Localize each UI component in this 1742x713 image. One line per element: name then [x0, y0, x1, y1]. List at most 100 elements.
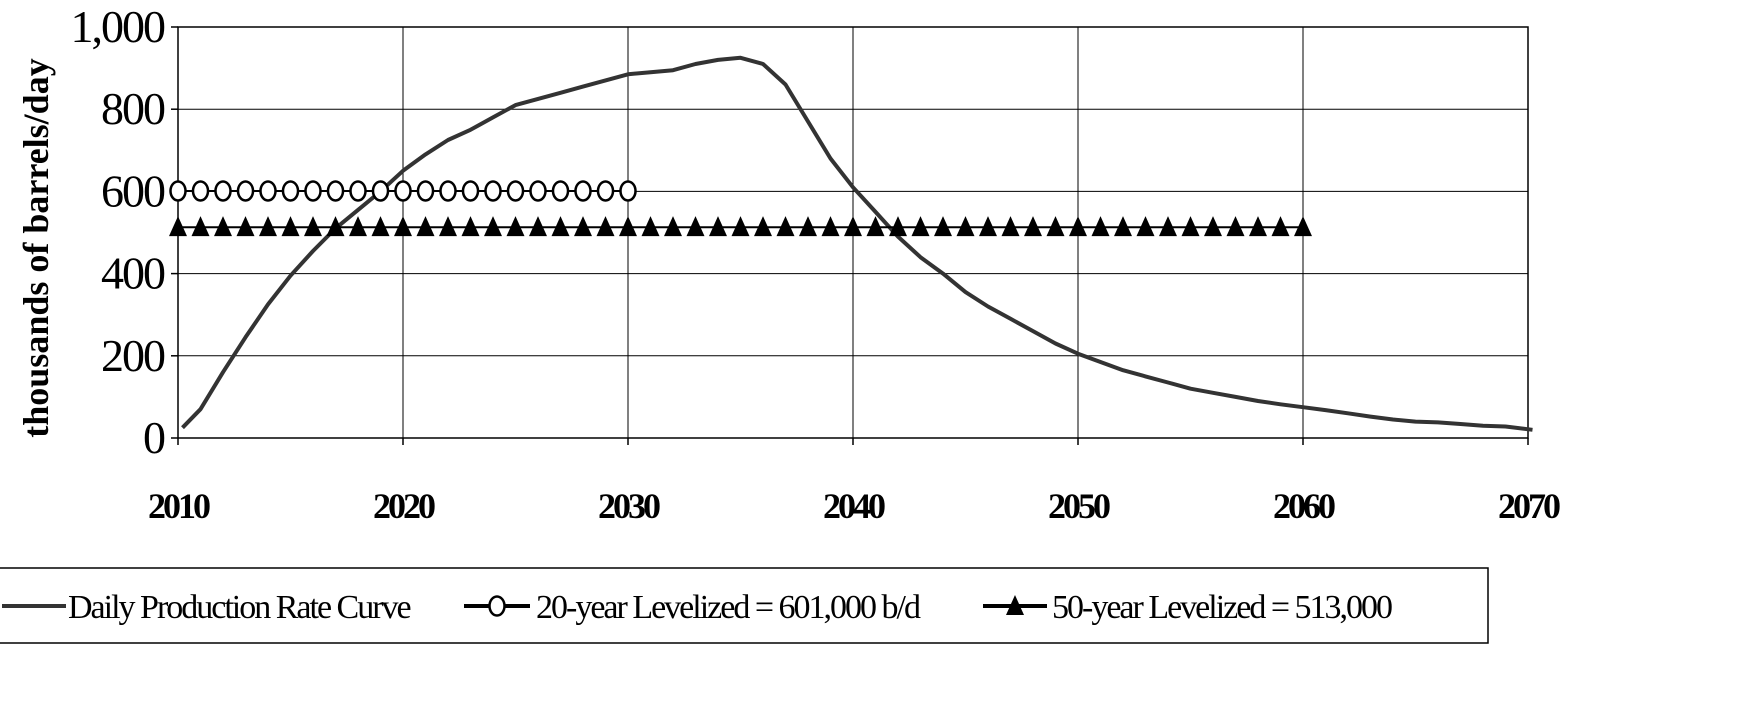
triangle-marker	[709, 216, 727, 237]
triangle-marker	[371, 216, 390, 237]
y-tick-label: 400	[101, 248, 165, 299]
triangle-marker	[1181, 216, 1200, 237]
x-tick-label: 2050	[1048, 486, 1110, 526]
circle-marker	[574, 180, 592, 202]
triangle-marker	[506, 216, 525, 237]
triangle-marker	[1136, 216, 1155, 237]
triangle-marker	[956, 216, 975, 237]
circle-marker	[191, 180, 210, 202]
triangle-marker	[304, 216, 322, 237]
circle-marker	[551, 180, 570, 202]
circle-marker	[484, 180, 502, 202]
circle-marker	[596, 180, 615, 202]
y-tick-label: 1,000	[71, 1, 166, 52]
triangle-marker	[754, 216, 772, 237]
series-0	[181, 55, 1533, 432]
triangle-marker	[934, 216, 952, 237]
legend-items: Daily Production Rate Curve 20-year Level…	[2, 589, 1394, 626]
triangle-marker	[686, 216, 705, 237]
series-2	[169, 216, 1312, 237]
triangle-marker	[1006, 595, 1024, 615]
circle-marker	[371, 180, 390, 202]
triangle-marker	[664, 216, 682, 237]
y-axis-ticks: 0 200 400 600 800 1,000	[71, 1, 168, 463]
triangle-marker	[236, 216, 255, 237]
circle-marker	[394, 180, 412, 202]
triangle-marker	[1249, 216, 1267, 237]
triangle-marker	[1091, 216, 1110, 237]
circle-marker	[488, 595, 506, 617]
triangle-marker	[776, 216, 795, 237]
legend-box	[0, 567, 1489, 644]
legend-label: 50-year Levelized = 513,000	[1052, 589, 1392, 626]
triangle-marker	[641, 216, 660, 237]
x-axis-ticks: 2010 2020 2030 2040 2050 2060 2070	[148, 486, 1563, 526]
triangle-marker	[866, 216, 885, 237]
triangle-marker	[1114, 216, 1132, 237]
triangle-marker	[1159, 216, 1177, 237]
circle-marker	[506, 180, 525, 202]
triangle-marker	[214, 216, 232, 237]
triangle-marker	[461, 216, 480, 237]
triangle-marker	[394, 216, 412, 237]
triangle-marker	[326, 216, 345, 237]
triangle-marker	[1024, 216, 1042, 237]
triangle-marker	[484, 216, 502, 237]
legend-label: Daily Production Rate Curve	[68, 589, 411, 626]
triangle-marker	[1271, 216, 1290, 237]
triangle-marker	[439, 216, 457, 237]
legend-entry-0: Daily Production Rate Curve	[2, 589, 413, 626]
triangle-marker	[731, 216, 750, 237]
y-tick-label: 800	[101, 83, 165, 134]
circle-marker	[439, 180, 457, 202]
triangle-marker	[1294, 216, 1312, 237]
triangle-marker	[889, 216, 907, 237]
triangle-marker	[979, 216, 997, 237]
triangle-marker	[911, 216, 930, 237]
series-line	[181, 55, 1533, 432]
x-tick-label: 2020	[373, 486, 435, 526]
y-tick-label: 200	[101, 330, 165, 381]
triangle-marker	[416, 216, 435, 237]
circle-marker	[349, 180, 367, 202]
triangle-marker	[169, 216, 187, 237]
circle-marker	[461, 180, 480, 202]
x-tick-label: 2010	[148, 486, 210, 526]
triangle-marker	[821, 216, 840, 237]
series-1	[169, 180, 637, 202]
x-tick-label: 2060	[1273, 486, 1335, 526]
triangle-marker	[1204, 216, 1222, 237]
triangle-marker	[1001, 216, 1020, 237]
triangle-marker	[596, 216, 615, 237]
triangle-marker	[1069, 216, 1087, 237]
triangle-marker	[619, 216, 637, 237]
legend-entry-1: 20-year Levelized = 601,000 b/d	[464, 589, 923, 626]
circle-marker	[281, 180, 300, 202]
circle-marker	[169, 180, 187, 202]
triangle-marker	[281, 216, 300, 237]
x-tick-label: 2070	[1498, 486, 1560, 526]
legend: Daily Production Rate Curve 20-year Level…	[0, 567, 1489, 644]
x-tick-label: 2040	[823, 486, 885, 526]
triangle-marker	[529, 216, 547, 237]
circle-marker	[304, 180, 322, 202]
circle-marker	[416, 180, 435, 202]
triangle-marker	[259, 216, 277, 237]
circle-marker	[236, 180, 255, 202]
legend-label: 20-year Levelized = 601,000 b/d	[536, 589, 921, 626]
circle-marker	[214, 180, 232, 202]
y-tick-label: 600	[101, 165, 165, 216]
circle-marker	[326, 180, 345, 202]
series	[169, 55, 1533, 432]
circle-marker	[619, 180, 637, 202]
triangle-marker	[551, 216, 570, 237]
triangle-marker	[349, 216, 367, 237]
y-tick-label: 0	[143, 412, 165, 463]
circle-marker	[259, 180, 277, 202]
circle-marker	[529, 180, 547, 202]
y-axis-label: thousands of barrels/day	[16, 58, 56, 437]
x-tick-label: 2030	[598, 486, 660, 526]
triangle-marker	[844, 216, 862, 237]
triangle-marker	[799, 216, 817, 237]
triangle-marker	[1046, 216, 1065, 237]
